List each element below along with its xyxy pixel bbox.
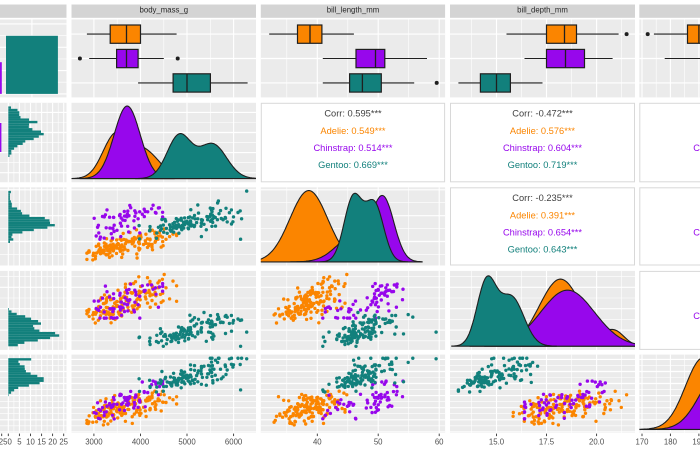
svg-text:170: 170	[635, 438, 649, 447]
svg-text:250: 250	[0, 438, 12, 447]
svg-text:50: 50	[374, 438, 383, 447]
svg-text:Corr: -0.472***: Corr: -0.472***	[512, 109, 573, 119]
svg-text:20.0: 20.0	[589, 438, 605, 447]
svg-text:Corr: -0.235***: Corr: -0.235***	[512, 193, 573, 203]
svg-text:Corr: 0.595***: Corr: 0.595***	[324, 109, 382, 119]
svg-text:Gentoo: 0.719***: Gentoo: 0.719***	[508, 160, 578, 170]
svg-text:4000: 4000	[132, 438, 150, 447]
svg-text:body_mass_g: body_mass_g	[140, 6, 189, 15]
svg-text:25: 25	[59, 438, 68, 447]
svg-text:Adelie: 0.549***: Adelie: 0.549***	[320, 126, 386, 136]
svg-text:Chinstrap: 0.6***: Chinstrap: 0.6***	[693, 143, 700, 153]
svg-text:Chinstrap: 0.654***: Chinstrap: 0.654***	[503, 228, 582, 238]
svg-text:5: 5	[17, 438, 22, 447]
svg-text:bill_length_mm: bill_length_mm	[327, 6, 379, 15]
svg-text:Gentoo: 0.643***: Gentoo: 0.643***	[508, 244, 578, 254]
svg-text:17.5: 17.5	[539, 438, 555, 447]
svg-text:Chinstrap: 0.6***: Chinstrap: 0.6***	[693, 227, 700, 237]
svg-text:Chinstrap: 0.604***: Chinstrap: 0.604***	[503, 143, 582, 153]
svg-text:15: 15	[37, 438, 46, 447]
svg-text:15.0: 15.0	[489, 438, 505, 447]
svg-text:Adelie: 0.391***: Adelie: 0.391***	[510, 210, 576, 220]
svg-text:60: 60	[435, 438, 444, 447]
svg-text:190: 190	[692, 438, 700, 447]
svg-text:6000: 6000	[225, 438, 243, 447]
svg-text:5000: 5000	[178, 438, 196, 447]
svg-text:Chinstrap: 0.514***: Chinstrap: 0.514***	[313, 143, 392, 153]
svg-text:40: 40	[313, 438, 322, 447]
svg-text:20: 20	[48, 438, 57, 447]
svg-text:180: 180	[664, 438, 678, 447]
svg-text:10: 10	[26, 438, 35, 447]
svg-text:bill_depth_mm: bill_depth_mm	[517, 6, 568, 15]
svg-text:Gentoo: 0.669***: Gentoo: 0.669***	[318, 160, 388, 170]
svg-text:Adelie: 0.576***: Adelie: 0.576***	[510, 126, 576, 136]
svg-text:Chinstrap: 0.6***: Chinstrap: 0.6***	[693, 311, 700, 321]
svg-text:3000: 3000	[85, 438, 103, 447]
